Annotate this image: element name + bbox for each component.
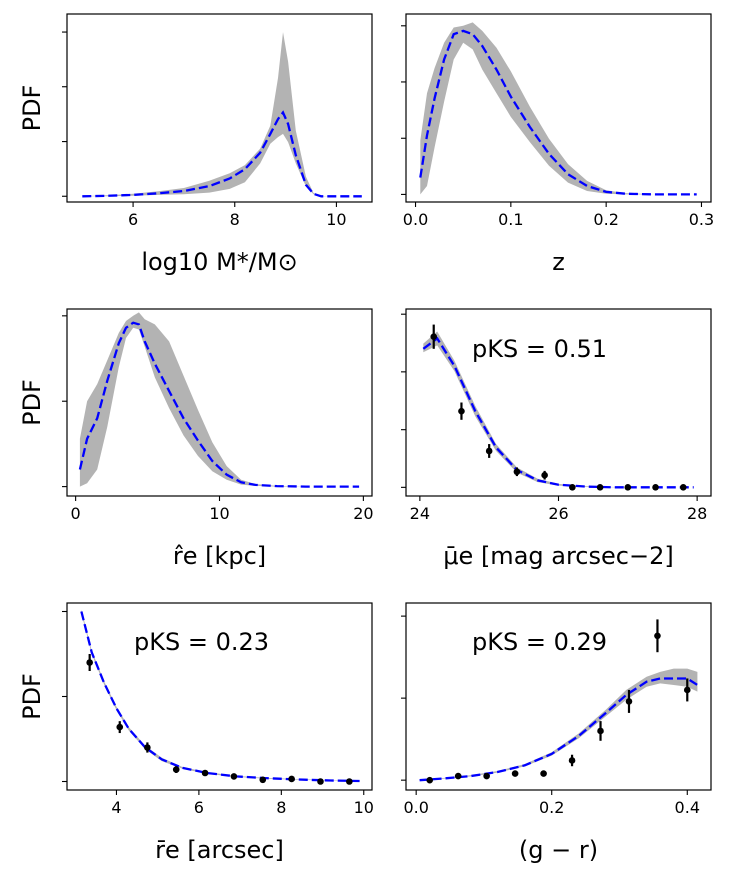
p6-data-point <box>625 698 633 705</box>
p1-x-tick-label: 10 <box>326 210 346 229</box>
p2-x-tick-label: 0.3 <box>689 210 714 229</box>
p5-data-point <box>116 723 124 731</box>
p2-model-line <box>419 29 697 196</box>
p6-x-tick-label: 0.0 <box>403 798 428 817</box>
p6-data-point <box>597 727 604 735</box>
p3-x-axis-label: r̂e [kpc] <box>173 542 266 570</box>
p6-data-point <box>683 686 691 694</box>
p4-data-point <box>569 484 576 491</box>
p4-x-axis-label: μ̄e [mag arcsec−2] <box>443 542 673 570</box>
p4-x-tick-label: 26 <box>548 504 568 523</box>
p4-ks-annotation: pKS = 0.51 <box>472 335 607 363</box>
p5-data-point <box>201 769 209 777</box>
p5-data-point <box>346 778 353 785</box>
p4-data-point <box>596 484 604 491</box>
p6-axes-frame <box>405 602 712 791</box>
p3-x-tick-label: 20 <box>353 504 373 523</box>
p1-y-axis-label: PDF <box>18 85 46 132</box>
p1-x-tick-label: 8 <box>230 210 240 229</box>
p1-uncertainty-band <box>82 32 362 197</box>
p6-data-point <box>654 632 661 640</box>
p5-data-point <box>86 659 93 666</box>
p3-x-tick-label: 0 <box>71 504 81 523</box>
p4-data-point <box>541 471 548 479</box>
p5-data-point <box>144 744 151 751</box>
panel-p5: 4 6 8 10 r̄e [arcsec] PDF pKS = 0.23 <box>18 602 374 864</box>
p2-x-tick-label: 0.0 <box>403 210 428 229</box>
p4-data-point <box>652 484 659 491</box>
p5-x-tick-label: 8 <box>276 798 286 817</box>
p4-data-point <box>679 484 687 491</box>
p6-data-point <box>454 772 462 780</box>
p6-x-tick-label: 0.2 <box>539 798 564 817</box>
p6-data-point <box>540 770 547 777</box>
p4-data-point <box>485 447 493 455</box>
p5-data-point <box>317 778 324 785</box>
p5-x-axis-label: r̄e [arcsec] <box>155 836 284 864</box>
p6-data-point <box>511 770 519 777</box>
p2-x-tick-label: 0.2 <box>593 210 618 229</box>
p4-data-point <box>513 468 521 476</box>
p2-axes-frame <box>405 13 712 203</box>
panel-p1: 6 8 10 log10 M*/M⊙ PDF <box>18 13 373 276</box>
p3-x-tick-label: 10 <box>209 504 229 523</box>
p2-uncertainty-band <box>420 22 697 195</box>
panel-p3: 0 10 20 r̂e [kpc] PDF <box>18 308 374 570</box>
p4-model-line <box>422 336 694 489</box>
panel-p6: 0.0 0.2 0.4 (g − r) pKS = 0.29 <box>401 602 712 864</box>
p5-y-axis-label: PDF <box>18 673 46 720</box>
p5-data-point <box>230 773 238 780</box>
panel-p4: 24 26 28 μ̄e [mag arcsec−2] pKS = 0.51 <box>401 308 712 570</box>
p5-x-tick-label: 6 <box>194 798 204 817</box>
p4-data-point <box>458 407 465 415</box>
p3-uncertainty-band <box>79 312 360 487</box>
p5-x-tick-label: 4 <box>111 798 121 817</box>
p4-data-point <box>430 333 438 341</box>
p6-x-tick-label: 0.4 <box>675 798 700 817</box>
p6-x-axis-label: (g − r) <box>519 836 598 864</box>
p1-x-axis-label: log10 M*/M⊙ <box>141 248 297 276</box>
p5-x-tick-label: 10 <box>354 798 374 817</box>
p4-x-tick-label: 28 <box>687 504 707 523</box>
p6-ks-annotation: pKS = 0.29 <box>472 628 607 656</box>
p1-model-line <box>82 110 362 198</box>
p5-data-point <box>172 766 180 773</box>
p5-data-point <box>259 776 267 784</box>
p3-y-axis-label: PDF <box>18 379 46 426</box>
p6-model-line <box>419 677 699 782</box>
p1-axes-frame <box>66 13 373 203</box>
p6-uncertainty-band <box>419 668 698 781</box>
p5-data-point <box>288 775 295 783</box>
p1-x-tick-label: 6 <box>128 210 138 229</box>
p6-data-point <box>568 757 576 764</box>
p6-data-point <box>483 772 490 780</box>
panel-p2: 0.0 0.1 0.2 0.3 z <box>401 13 714 276</box>
p3-model-line <box>78 321 360 488</box>
p4-x-tick-label: 24 <box>410 504 430 523</box>
p4-data-point <box>624 484 632 491</box>
p2-x-axis-label: z <box>552 248 565 276</box>
p5-ks-annotation: pKS = 0.23 <box>134 628 269 656</box>
p2-x-tick-label: 0.1 <box>498 210 523 229</box>
p6-data-point <box>426 776 434 784</box>
